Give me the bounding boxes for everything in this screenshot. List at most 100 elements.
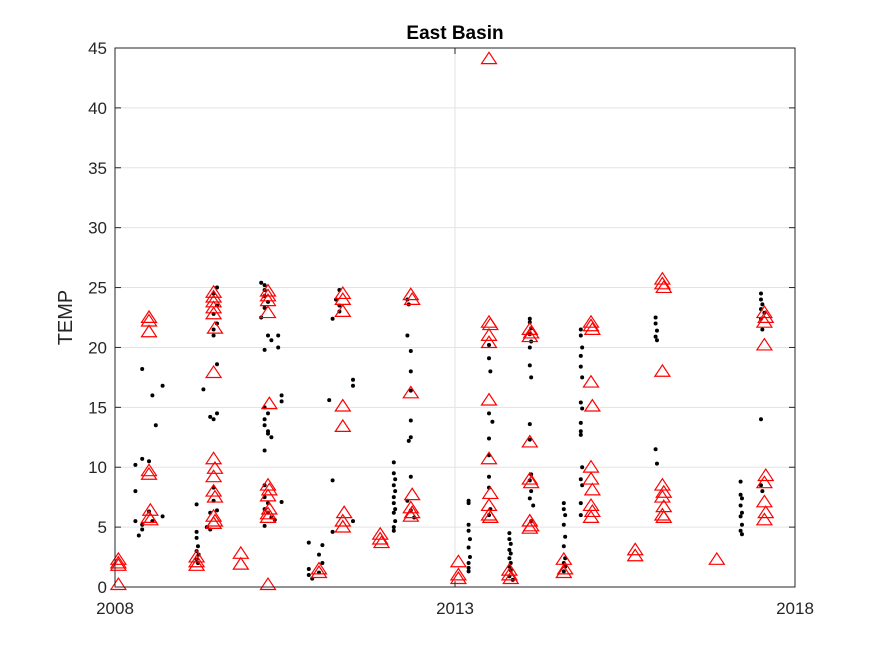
grid-layer: [115, 48, 795, 587]
triangle-marker: [204, 300, 223, 314]
triangle-marker: [480, 327, 498, 341]
triangle-marker: [141, 502, 159, 516]
dot-marker: [140, 527, 145, 532]
dot-marker: [279, 399, 284, 404]
dot-marker: [578, 432, 583, 437]
dot-marker: [391, 525, 396, 530]
x-tick-label: 2013: [436, 599, 474, 618]
triangle-marker: [449, 567, 468, 581]
triangle-marker: [582, 374, 600, 388]
triangle-marker: [259, 506, 277, 520]
dot-marker: [580, 375, 585, 380]
dot-marker: [527, 363, 532, 368]
dot-marker: [654, 328, 659, 333]
dot-marker: [391, 501, 396, 506]
dot-marker: [391, 510, 396, 515]
dot-marker: [408, 349, 413, 354]
triangle-marker: [502, 571, 520, 585]
triangle-marker: [655, 509, 673, 524]
dot-marker: [561, 522, 566, 527]
dot-marker: [578, 353, 583, 358]
triangle-marker: [204, 306, 223, 320]
dot-marker: [654, 461, 659, 466]
triangle-marker: [402, 508, 420, 522]
dot-marker: [136, 533, 141, 538]
dot-marker: [580, 406, 585, 411]
dot-marker: [561, 507, 566, 512]
dot-marker: [393, 477, 398, 482]
triangle-marker: [500, 567, 519, 581]
dot-marker: [527, 496, 532, 501]
triangle-marker: [480, 51, 498, 65]
dot-marker: [266, 411, 270, 416]
dot-marker: [194, 535, 199, 540]
dot-marker: [466, 569, 471, 574]
dot-marker: [160, 514, 165, 519]
triangle-marker: [206, 320, 224, 334]
dot-marker: [527, 345, 532, 350]
triangle-marker: [521, 329, 539, 343]
dot-marker: [578, 400, 583, 405]
dot-marker: [194, 502, 199, 507]
y-tick-label: 45: [88, 39, 107, 58]
triangle-marker: [755, 512, 774, 526]
axes-layer: [114, 47, 796, 588]
dot-marker: [653, 334, 658, 339]
dot-marker: [306, 540, 311, 545]
dot-marker: [195, 544, 200, 549]
triangle-marker: [481, 509, 499, 524]
dot-marker: [211, 417, 216, 422]
triangle-marker: [372, 535, 391, 549]
triangle-marker: [757, 468, 775, 482]
dot-marker: [320, 561, 325, 566]
triangle-marker: [521, 321, 539, 335]
dot-marker: [527, 422, 532, 427]
dot-marker: [408, 418, 413, 423]
x-tick-label: 2018: [776, 599, 814, 618]
dot-marker: [487, 436, 491, 441]
triangle-marker: [757, 309, 775, 323]
triangle-marker: [582, 318, 600, 332]
triangle-marker: [655, 484, 673, 498]
triangle-marker: [402, 500, 420, 514]
triangle-marker: [583, 503, 601, 518]
dot-marker: [391, 460, 396, 465]
dot-marker: [211, 333, 216, 338]
dot-marker: [306, 567, 311, 572]
dot-marker: [578, 327, 583, 332]
dot-marker: [561, 544, 566, 549]
series-layer: [109, 51, 775, 591]
dot-marker: [405, 333, 410, 338]
triangle-marker: [583, 321, 601, 335]
dot-marker: [529, 489, 534, 494]
y-tick-label: 15: [88, 398, 107, 417]
triangle-marker: [259, 488, 277, 502]
triangle-marker: [655, 279, 673, 294]
dot-marker: [211, 327, 216, 332]
dot-marker: [578, 333, 583, 338]
dot-marker: [739, 522, 744, 527]
dot-marker: [487, 411, 491, 416]
triangle-marker: [260, 396, 278, 410]
triangle-marker: [583, 398, 601, 412]
dot-marker: [738, 492, 743, 497]
dot-marker: [508, 541, 513, 546]
dot-marker: [262, 417, 267, 422]
dot-marker: [578, 477, 583, 482]
dot-marker: [760, 302, 765, 307]
dot-marker: [351, 519, 355, 524]
dot-marker: [266, 333, 270, 338]
dot-marker: [507, 556, 512, 561]
triangle-marker: [140, 466, 158, 480]
dot-marker: [466, 565, 471, 570]
triangle-marker: [140, 309, 158, 323]
dot-marker: [759, 417, 763, 422]
dot-marker: [578, 364, 583, 369]
dot-marker: [194, 529, 199, 534]
triangle-marker: [310, 561, 328, 575]
triangle-marker: [259, 288, 277, 302]
triangle-marker: [371, 531, 389, 545]
triangle-marker: [480, 497, 498, 512]
triangle-marker: [259, 283, 277, 297]
dot-marker: [262, 283, 267, 288]
